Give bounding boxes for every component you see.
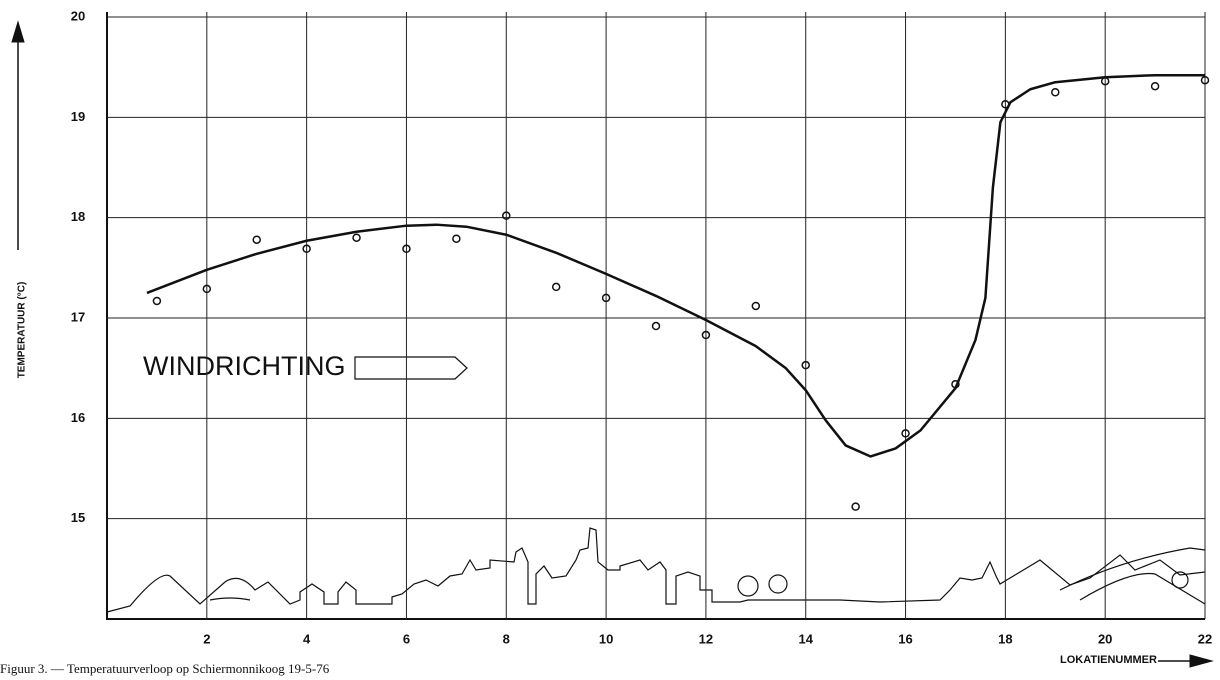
y-arrow	[11, 20, 25, 250]
x-tick-label: 20	[1098, 631, 1112, 646]
x-tick-label: 18	[998, 631, 1012, 646]
x-tick-label: 12	[699, 631, 713, 646]
data-point	[701, 330, 711, 340]
data-point	[452, 234, 461, 243]
x-arrow	[1158, 654, 1214, 668]
windrichting-arrow	[354, 356, 468, 380]
y-tick-label: 16	[71, 410, 85, 425]
x-tick-label: 10	[599, 631, 613, 646]
annotation: WINDRICHTING	[143, 351, 345, 381]
data-point	[551, 282, 561, 292]
data-point	[502, 211, 511, 220]
y-tick-label: 15	[71, 510, 85, 525]
data-point	[851, 502, 860, 511]
y-axis-label: TEMPERATUUR (°C)	[17, 282, 28, 379]
data-point	[751, 301, 761, 311]
data-point	[202, 284, 212, 294]
data-point	[152, 296, 162, 306]
data-point	[402, 244, 411, 254]
y-tick-label: 17	[71, 309, 85, 324]
y-tick-label: 18	[71, 209, 85, 224]
x-tick-label: 22	[1198, 631, 1212, 646]
x-axis-label: LOKATIENUMMER	[1060, 654, 1157, 666]
data-point	[352, 233, 361, 242]
data-point	[801, 360, 810, 370]
x-tick-label: 16	[898, 631, 912, 646]
data-point	[601, 293, 611, 303]
y-tick-label: 19	[71, 109, 85, 124]
data-point	[901, 429, 910, 438]
x-tick-label: 2	[203, 631, 210, 646]
caption: Figuur 3. — Temperatuurverloop op Schier…	[0, 661, 330, 676]
trend-line	[146, 73, 1205, 458]
data-point	[1200, 75, 1210, 85]
skyline	[106, 527, 1206, 613]
data-point	[1150, 81, 1160, 91]
data-point	[302, 244, 311, 254]
data-point	[252, 235, 261, 244]
data-point	[1051, 88, 1060, 97]
x-tick-label: 8	[503, 631, 510, 646]
data-point	[651, 321, 661, 331]
x-tick-label: 4	[303, 631, 311, 646]
y-tick-label: 20	[71, 8, 85, 23]
x-tick-label: 14	[798, 631, 813, 646]
x-tick-label: 6	[403, 631, 410, 646]
